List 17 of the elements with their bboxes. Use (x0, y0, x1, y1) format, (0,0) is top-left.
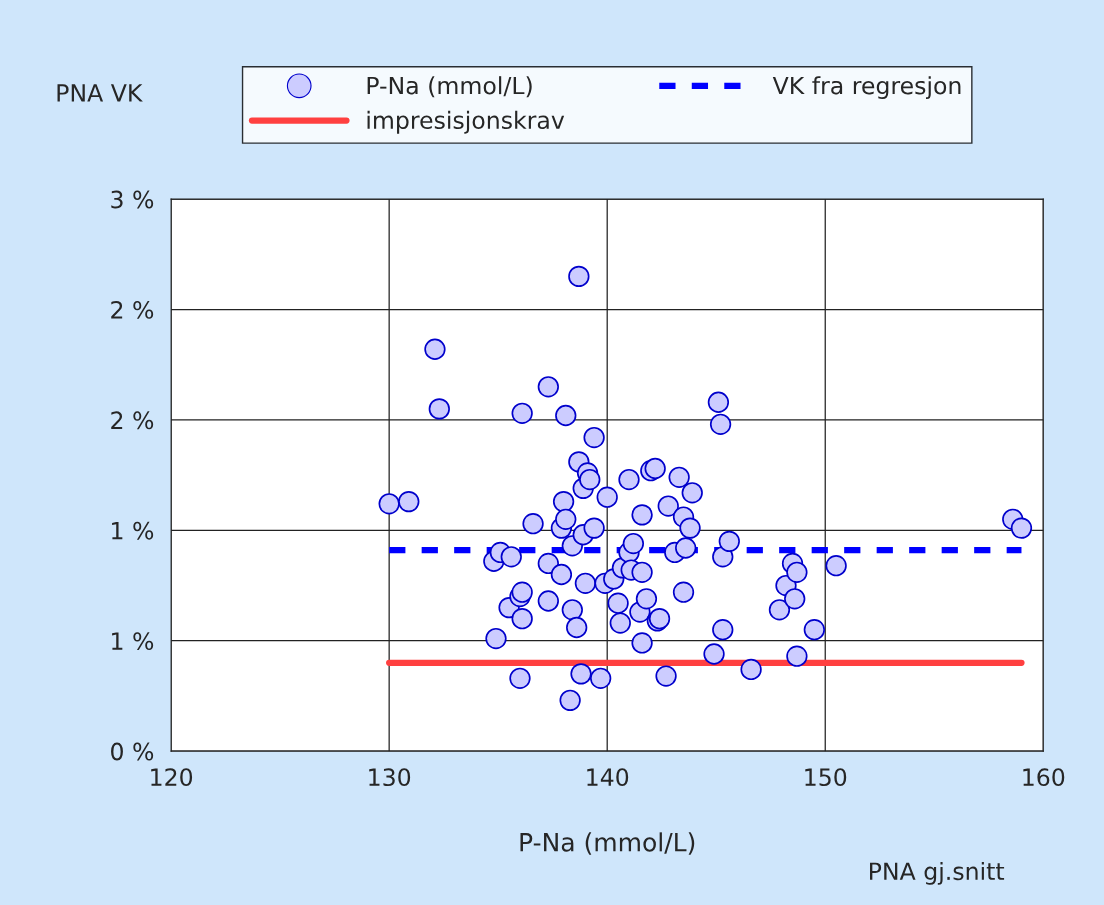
y-tick-label: 1 % (112, 521, 154, 540)
y-axis-title: PNA VK (57, 84, 143, 102)
y-tick-label: 3 % (111, 190, 154, 209)
x-tick-label: 130 (369, 768, 411, 787)
y-tick-label: 2 % (111, 300, 154, 319)
x-tick-label: 160 (1023, 768, 1065, 787)
x-axis-title: P-Na (mmol/L) (520, 832, 695, 855)
y-tick-label: 1 % (112, 632, 154, 651)
x-tick-label: 140 (587, 768, 629, 787)
legend-label: P-Na (mmol/L) (367, 76, 532, 98)
x-tick-label: 120 (151, 768, 193, 787)
y-tick-label: 2 % (111, 411, 154, 430)
y-tick-label: 0 % (111, 742, 154, 761)
text: PNA gj.snitt (870, 861, 1005, 885)
x-tick-label: 150 (805, 768, 847, 787)
legend-label: impresisjonskrav (367, 110, 565, 134)
legend-label: VK fra regresjon (772, 76, 961, 100)
